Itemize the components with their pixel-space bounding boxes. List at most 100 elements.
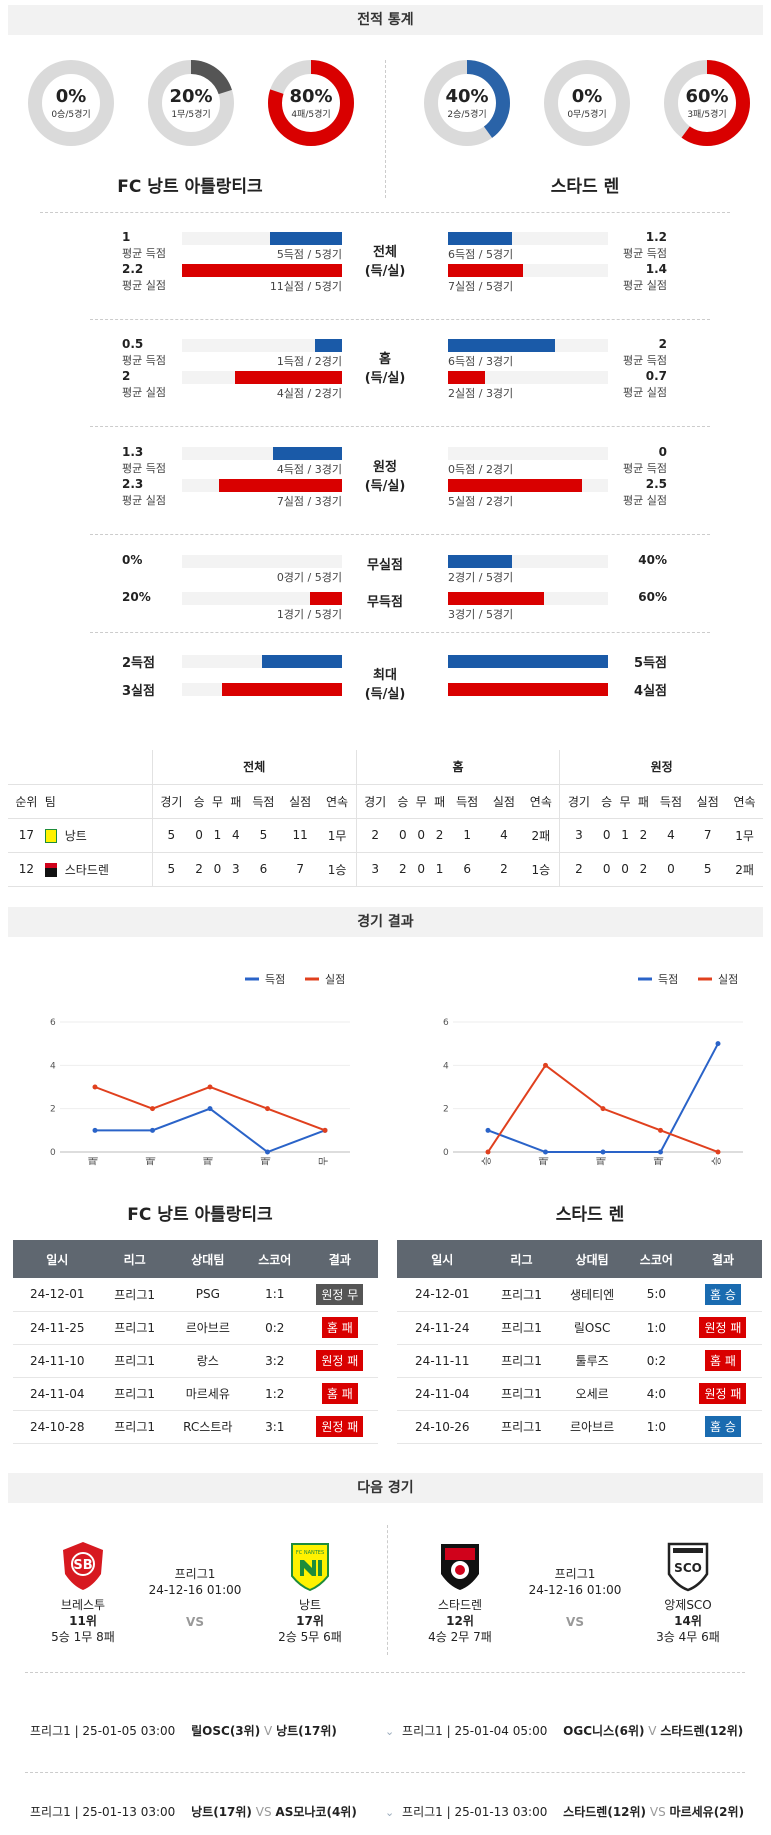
data-point bbox=[92, 1084, 98, 1090]
table-cell: 오세르 bbox=[555, 1377, 629, 1411]
fixture-item[interactable]: 프리그1 | 25-01-13 03:00 낭트(17위) VS AS모나코(4… bbox=[30, 1805, 357, 1819]
table-cell: 1:1 bbox=[247, 1278, 302, 1312]
result-cell: 홈 승 bbox=[683, 1278, 762, 1312]
stat-bar-caption: 1득점 / 2경기 bbox=[276, 355, 342, 368]
table-cell: 24-11-11 bbox=[397, 1344, 488, 1378]
column-header: 리그 bbox=[487, 1240, 556, 1278]
table-cell: RC스트라 bbox=[167, 1410, 248, 1444]
column-header: 결과 bbox=[301, 1240, 378, 1278]
rennes-badge-icon bbox=[44, 863, 57, 877]
divider bbox=[90, 426, 710, 427]
table-cell: 프리그1 bbox=[487, 1410, 556, 1444]
angers-crest-icon: SCO bbox=[667, 1542, 709, 1592]
stat-value: 2득점 bbox=[122, 656, 155, 671]
data-point bbox=[715, 1041, 721, 1047]
table-cell: 2패 bbox=[522, 818, 560, 853]
fixture-item[interactable]: 프리그1 | 25-01-05 03:00 릴OSC(3위) V 낭트(17위) bbox=[30, 1724, 337, 1738]
table-cell: 프리그1 bbox=[487, 1311, 556, 1345]
stat-value: 2.5 bbox=[645, 477, 667, 491]
table-cell: 12 bbox=[8, 852, 45, 887]
y-tick-label: 4 bbox=[443, 1061, 449, 1071]
fixture-item[interactable]: ⌄ 프리그1 | 25-01-13 03:00 스타드렌(12위) VS 마르세… bbox=[385, 1805, 745, 1819]
table-row: 24-11-11 프리그1 툴루즈 0:2 홈 패 bbox=[397, 1344, 762, 1378]
table-row: 24-12-01 프리그1 PSG 1:1 원정 무 bbox=[13, 1278, 378, 1312]
stat-label: 평균 실점 bbox=[623, 494, 667, 507]
data-point bbox=[150, 1127, 155, 1133]
result-badge: 원정 패 bbox=[316, 1416, 364, 1437]
result-cell: 홈 패 bbox=[683, 1344, 762, 1378]
stat-category-label: 원정 (득/실) bbox=[364, 460, 406, 494]
column-header: 순위 bbox=[8, 784, 45, 819]
donut-track bbox=[28, 60, 114, 146]
table-row: 24-11-04 프리그1 오세르 4:0 원정 패 bbox=[397, 1377, 762, 1411]
data-point bbox=[150, 1106, 155, 1112]
stat-bar-fill bbox=[448, 555, 512, 568]
table-cell: 1무 bbox=[726, 818, 763, 853]
legend-label: 득점 bbox=[265, 973, 285, 986]
stat-label: 평균 실점 bbox=[122, 279, 166, 292]
table-cell: 0:2 bbox=[247, 1311, 302, 1345]
table-row: 24-11-25 프리그1 르아브르 0:2 홈 패 bbox=[13, 1311, 378, 1345]
donut-ring bbox=[148, 60, 234, 146]
stat-bar-fill bbox=[310, 592, 342, 605]
stat-label: 평균 득점 bbox=[122, 462, 166, 475]
stat-bar-track bbox=[182, 683, 342, 696]
table-cell: 0 bbox=[393, 818, 413, 853]
stat-bar-fill bbox=[448, 232, 512, 245]
table-cell[interactable]: 스타드렌 bbox=[44, 852, 153, 887]
x-tick-label: 승 bbox=[481, 1156, 493, 1165]
donut-right-1: 0% 0무/5경기 bbox=[544, 60, 630, 146]
column-header: 일시 bbox=[397, 1240, 488, 1278]
next-away-team-2: 앙제SCO 14위 3승 4무 6패 bbox=[656, 1598, 720, 1644]
svg-text:SCO: SCO bbox=[674, 1561, 702, 1575]
fixture-item[interactable]: ⌄ 프리그1 | 25-01-04 05:00 OGC니스(6위) V 스타드렌… bbox=[385, 1724, 744, 1738]
table-cell: 2 bbox=[430, 818, 449, 853]
stat-bar-caption: 2경기 / 5경기 bbox=[448, 571, 514, 584]
result-cell: 홈 승 bbox=[683, 1410, 762, 1444]
table-cell: 3:2 bbox=[247, 1344, 302, 1378]
table-cell[interactable]: 낭트 bbox=[44, 818, 153, 853]
table-cell: 프리그1 bbox=[101, 1410, 168, 1444]
table-cell: 프리그1 bbox=[101, 1377, 168, 1411]
table-cell: 0 bbox=[412, 852, 431, 887]
donut-ring bbox=[424, 60, 510, 146]
table-cell: 2 bbox=[485, 852, 523, 887]
svg-text:SB: SB bbox=[73, 1558, 92, 1573]
stat-bar-track bbox=[182, 592, 342, 605]
table-cell: 0:2 bbox=[628, 1344, 684, 1378]
team-name[interactable]: 스타드렌 bbox=[64, 862, 109, 877]
divider bbox=[25, 1772, 745, 1773]
stat-bar-track bbox=[182, 371, 342, 384]
column-header: 승 bbox=[393, 784, 413, 819]
result-badge: 원정 패 bbox=[316, 1350, 364, 1371]
stat-value: 0.7 bbox=[645, 369, 667, 383]
stat-bar-caption: 6득점 / 3경기 bbox=[448, 355, 514, 368]
result-cell: 원정 패 bbox=[301, 1410, 378, 1444]
donut-track bbox=[544, 60, 630, 146]
stat-bar-fill bbox=[315, 339, 342, 352]
stat-bar-fill bbox=[219, 479, 342, 492]
stat-value: 60% bbox=[638, 590, 667, 604]
column-header: 경기 bbox=[559, 784, 598, 819]
next-match-info-1: 프리그1 24-12-16 01:00 VS bbox=[148, 1567, 242, 1629]
team-name[interactable]: 낭트 bbox=[64, 828, 87, 843]
donut-right-0: 40% 2승/5경기 bbox=[424, 60, 510, 146]
x-tick-label: 패 bbox=[88, 1156, 100, 1165]
team-name-left: FC 낭트 아틀랑티크 bbox=[117, 177, 263, 197]
stat-bar-fill bbox=[222, 683, 342, 696]
table-cell: 24-10-28 bbox=[13, 1410, 102, 1444]
donut-caption: 3패/5경기 bbox=[687, 110, 727, 120]
brest-crest-icon: SB bbox=[63, 1542, 103, 1590]
divider bbox=[385, 60, 386, 198]
stat-bar-track bbox=[448, 683, 608, 696]
data-point bbox=[543, 1062, 548, 1068]
column-header: 경기 bbox=[355, 784, 394, 819]
x-tick-label: 패 bbox=[146, 1156, 158, 1165]
donut-ring bbox=[664, 60, 750, 146]
table-cell: 프리그1 bbox=[101, 1311, 168, 1345]
next-away-team-1: 낭트 17위 2승 5무 6패 bbox=[278, 1598, 342, 1644]
table-row: 24-10-28 프리그1 RC스트라 3:1 원정 패 bbox=[13, 1410, 378, 1444]
stat-bar-caption: 1경기 / 5경기 bbox=[276, 608, 342, 621]
stat-bar-track bbox=[448, 592, 608, 605]
table-cell: 1 bbox=[615, 818, 635, 853]
